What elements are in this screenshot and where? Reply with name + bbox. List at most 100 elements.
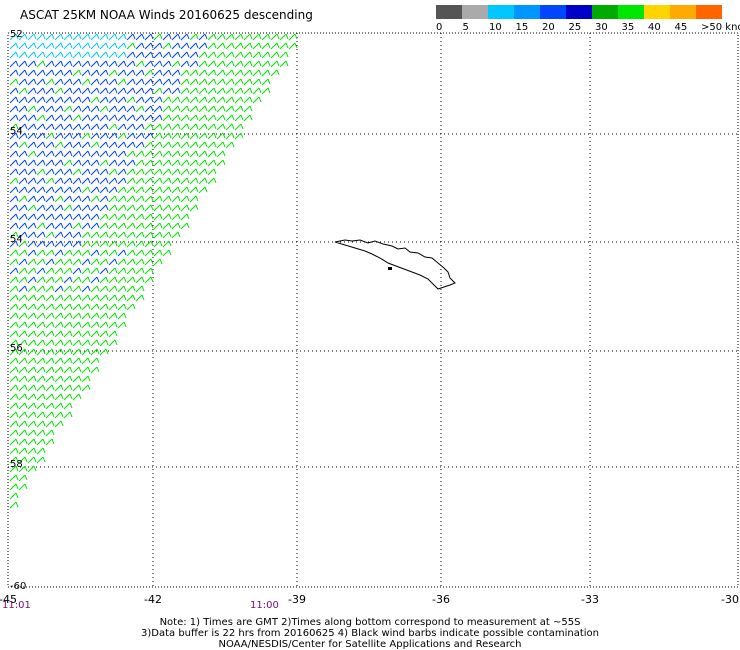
wind-barb — [54, 150, 64, 158]
wind-barb — [27, 339, 37, 347]
wind-barb — [18, 294, 28, 302]
wind-barb — [18, 69, 28, 77]
wind-barb — [90, 42, 100, 50]
wind-barb — [18, 204, 28, 212]
wind-barb — [45, 294, 55, 302]
wind-barb — [72, 357, 82, 365]
wind-barb — [81, 357, 91, 365]
wind-barb — [180, 60, 190, 68]
wind-barb — [45, 33, 55, 41]
wind-speed-legend: 0 5 10 15 20 25 30 35 40 45 >50 knots — [436, 5, 740, 37]
wind-barb — [18, 339, 28, 347]
wind-barb — [180, 177, 190, 185]
wind-barb — [72, 294, 82, 302]
wind-barb — [108, 213, 118, 221]
wind-barb — [54, 213, 64, 221]
wind-barb — [243, 96, 253, 104]
wind-barb — [180, 33, 190, 41]
wind-barb — [216, 123, 226, 131]
wind-barb — [81, 303, 91, 311]
wind-barb — [27, 87, 37, 95]
wind-barb — [18, 402, 28, 410]
wind-barb — [216, 51, 226, 59]
wind-barb — [207, 114, 217, 122]
wind-barb — [54, 60, 64, 68]
wind-barb — [108, 249, 118, 257]
wind-barb — [144, 114, 154, 122]
wind-barb — [99, 114, 109, 122]
wind-barb — [108, 240, 118, 248]
wind-barb — [99, 231, 109, 239]
wind-barb — [153, 114, 163, 122]
wind-barb — [18, 141, 28, 149]
wind-barb — [162, 69, 172, 77]
wind-barb — [108, 69, 118, 77]
wind-barb — [234, 33, 244, 41]
wind-barb — [45, 384, 55, 392]
wind-barb — [45, 105, 55, 113]
wind-barb — [216, 87, 226, 95]
wind-barb — [270, 51, 280, 59]
wind-barb — [27, 141, 37, 149]
wind-barb — [171, 231, 181, 239]
wind-barb — [108, 321, 118, 329]
wind-barb — [9, 87, 19, 95]
wind-barb — [81, 33, 91, 41]
wind-barb — [99, 123, 109, 131]
wind-barb — [243, 60, 253, 68]
wind-barb — [117, 186, 127, 194]
wind-barb — [72, 159, 82, 167]
wind-barb — [9, 177, 19, 185]
wind-barb — [180, 195, 190, 203]
wind-barb — [117, 42, 127, 50]
wind-barb — [189, 150, 199, 158]
wind-barb — [108, 132, 118, 140]
wind-barb — [126, 195, 136, 203]
wind-barb — [144, 105, 154, 113]
wind-barb — [234, 69, 244, 77]
wind-barb — [63, 204, 73, 212]
wind-barb — [54, 195, 64, 203]
wind-barb — [243, 42, 253, 50]
wind-barb — [189, 204, 199, 212]
wind-barb — [45, 222, 55, 230]
wind-barb — [9, 312, 19, 320]
wind-barb — [279, 60, 289, 68]
wind-barb — [135, 249, 145, 257]
wind-barb — [90, 177, 100, 185]
wind-barb — [234, 42, 244, 50]
wind-barb — [126, 42, 136, 50]
wind-barb — [108, 276, 118, 284]
wind-barb — [18, 132, 28, 140]
wind-barb — [36, 267, 46, 275]
wind-barb — [72, 276, 82, 284]
wind-barb — [27, 438, 37, 446]
wind-barb — [135, 285, 145, 293]
wind-barb — [162, 195, 172, 203]
wind-barb — [72, 69, 82, 77]
wind-barb — [117, 51, 127, 59]
wind-barb — [135, 69, 145, 77]
wind-barb — [54, 42, 64, 50]
wind-barb — [135, 78, 145, 86]
wind-barb — [36, 366, 46, 374]
wind-barb — [81, 312, 91, 320]
wind-barb — [36, 285, 46, 293]
latitude-labels: 52 54 54 56 58 -60 — [10, 29, 26, 592]
wind-barb — [198, 51, 208, 59]
wind-barb — [36, 222, 46, 230]
wind-barb — [144, 168, 154, 176]
wind-barb — [36, 294, 46, 302]
wind-barb — [90, 231, 100, 239]
wind-barb — [63, 303, 73, 311]
wind-barb — [144, 33, 154, 41]
lon-label: -36 — [432, 593, 450, 606]
wind-barb — [99, 33, 109, 41]
wind-barb — [99, 177, 109, 185]
wind-barb — [9, 402, 19, 410]
wind-barb — [171, 132, 181, 140]
wind-barb — [36, 114, 46, 122]
wind-barb-swath — [9, 33, 298, 509]
wind-barb — [72, 78, 82, 86]
wind-barb — [9, 186, 19, 194]
